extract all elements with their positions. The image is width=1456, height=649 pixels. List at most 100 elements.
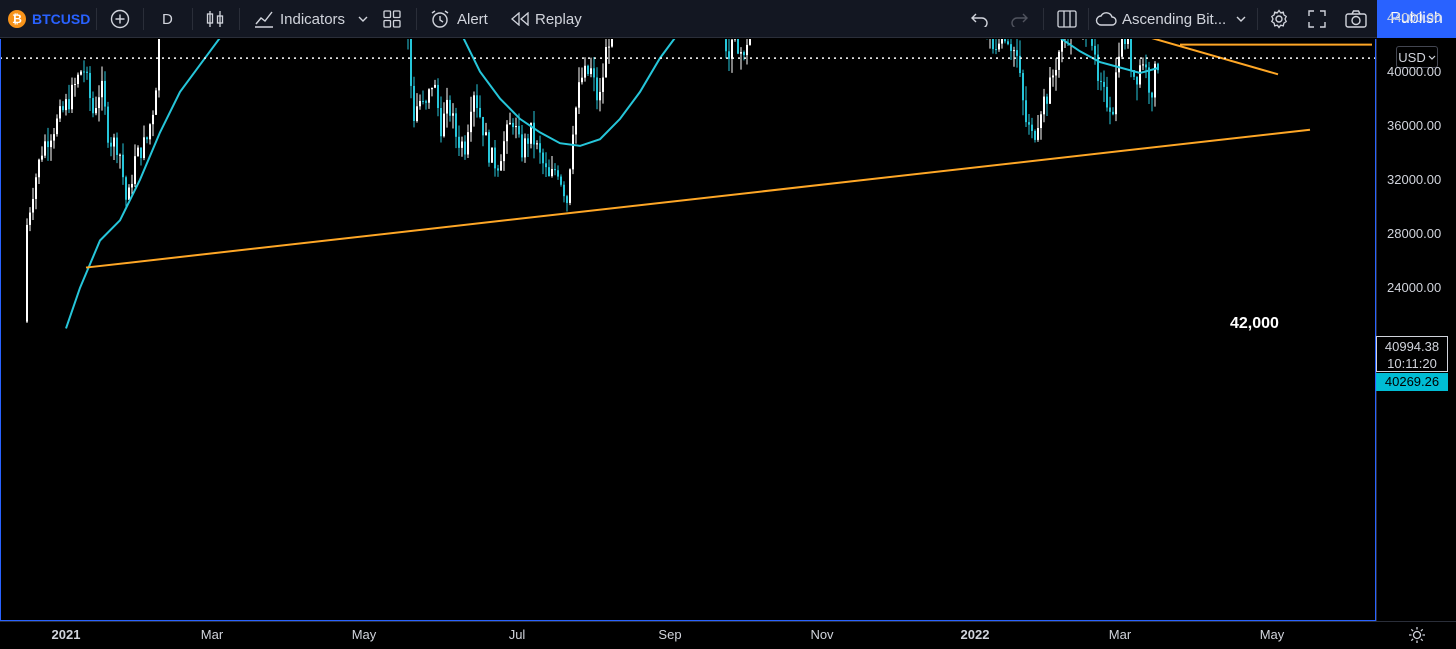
candle-body bbox=[1112, 111, 1114, 115]
candle-body bbox=[1043, 96, 1045, 115]
candle-body bbox=[116, 137, 118, 155]
candle-body bbox=[734, 39, 736, 40]
toolbar-divider bbox=[239, 8, 240, 30]
candle-body bbox=[986, 35, 988, 37]
candle-body bbox=[473, 95, 475, 112]
replay-button[interactable]: Replay bbox=[511, 0, 582, 38]
publish-button[interactable]: Publish bbox=[1377, 0, 1456, 38]
chart-pane[interactable] bbox=[0, 39, 1376, 621]
camera-icon[interactable] bbox=[1345, 0, 1367, 38]
alert-label: Alert bbox=[457, 10, 488, 28]
candle-body bbox=[1016, 50, 1018, 56]
candle-body bbox=[1121, 39, 1123, 57]
layout-columns-icon[interactable] bbox=[1057, 0, 1077, 38]
chart-plot-group bbox=[1, 0, 1375, 329]
candle-body bbox=[1091, 39, 1093, 46]
candle-body bbox=[446, 99, 448, 114]
candles-icon[interactable] bbox=[206, 0, 224, 38]
candle-body bbox=[998, 43, 1000, 50]
candle-body bbox=[989, 35, 991, 36]
bitcoin-icon: ₿ bbox=[8, 10, 26, 28]
lower-trendline bbox=[85, 128, 1311, 269]
toolbar-divider bbox=[1088, 8, 1089, 30]
candle-body bbox=[548, 167, 550, 177]
chevron-down-icon[interactable] bbox=[1235, 0, 1247, 38]
symbol-search[interactable]: ₿ BTCUSD bbox=[8, 0, 90, 38]
price-tick-label: 28000.00 bbox=[1387, 225, 1442, 241]
gear-icon[interactable] bbox=[1269, 0, 1289, 38]
candle-body bbox=[578, 82, 580, 108]
layout-name-label: Ascending Bit... bbox=[1122, 10, 1227, 28]
axis-settings-sun-icon[interactable] bbox=[1408, 626, 1426, 649]
candle-body bbox=[1037, 128, 1039, 140]
redo-icon[interactable] bbox=[1010, 0, 1028, 38]
time-tick-label: Mar bbox=[1108, 627, 1132, 642]
candle-body bbox=[416, 106, 418, 121]
candle-body bbox=[107, 106, 109, 143]
alert-button[interactable]: Alert bbox=[430, 0, 488, 38]
candle-body bbox=[98, 97, 100, 109]
candle-body bbox=[419, 100, 421, 107]
candle-body bbox=[746, 44, 748, 56]
candle-body bbox=[731, 39, 733, 59]
currency-dropdown[interactable]: USD bbox=[1396, 46, 1438, 68]
time-tick-label: Sep bbox=[658, 627, 682, 642]
candle-body bbox=[1118, 56, 1120, 73]
candle-body bbox=[524, 138, 526, 158]
candle-body bbox=[101, 80, 103, 98]
candle-body bbox=[95, 108, 97, 114]
templates-grid-icon[interactable] bbox=[383, 0, 401, 38]
candle-body bbox=[590, 68, 592, 75]
top-toolbar: ₿ BTCUSD D Indicators Alert Replay bbox=[0, 0, 1456, 38]
candle-body bbox=[509, 122, 511, 125]
price-tick-label: 36000.00 bbox=[1387, 117, 1442, 133]
candle-body bbox=[518, 125, 520, 135]
candle-body bbox=[743, 52, 745, 56]
candle-body bbox=[608, 46, 610, 48]
candle-body bbox=[575, 107, 577, 135]
time-tick-label: May bbox=[1259, 627, 1285, 642]
candle-body bbox=[431, 87, 433, 90]
bar-countdown: 10:11:20 bbox=[1387, 356, 1437, 371]
price-tick-label: 32000.00 bbox=[1387, 171, 1442, 187]
indicators-button[interactable]: Indicators bbox=[254, 0, 345, 38]
candle-body bbox=[68, 99, 70, 110]
interval-button[interactable]: D bbox=[162, 10, 173, 28]
candle-body bbox=[740, 52, 742, 54]
candle-body bbox=[56, 118, 58, 135]
time-tick-label: 2022 bbox=[960, 627, 990, 642]
candle-body bbox=[482, 116, 484, 136]
candle-body bbox=[1022, 73, 1024, 101]
layout-name-button[interactable]: Ascending Bit... bbox=[1095, 0, 1226, 38]
fullscreen-icon[interactable] bbox=[1308, 0, 1326, 38]
candle-body bbox=[1136, 76, 1138, 85]
price-tick-label: 24000.00 bbox=[1387, 279, 1442, 295]
candle-body bbox=[599, 91, 601, 101]
time-axis[interactable] bbox=[0, 621, 1456, 649]
candle-body bbox=[1079, 20, 1081, 27]
candle-body bbox=[1154, 63, 1156, 98]
last-price-label: 40994.38 10:11:20 bbox=[1376, 336, 1448, 372]
candle-body bbox=[488, 132, 490, 163]
chevron-down-icon[interactable] bbox=[357, 0, 369, 38]
symbol-label: BTCUSD bbox=[32, 11, 91, 27]
candle-body bbox=[530, 122, 532, 144]
moving-average-line bbox=[65, 39, 1159, 329]
candle-body bbox=[413, 85, 415, 121]
time-tick-label: 2021 bbox=[51, 627, 81, 642]
compare-add-icon[interactable] bbox=[110, 0, 130, 38]
candle-body bbox=[554, 168, 556, 171]
toolbar-divider bbox=[143, 8, 144, 30]
candle-body bbox=[512, 122, 514, 128]
candle-body bbox=[455, 113, 457, 137]
candle-body bbox=[752, 0, 754, 2]
candle-body bbox=[611, 39, 613, 47]
candle-body bbox=[536, 143, 538, 145]
candle-body bbox=[86, 71, 88, 73]
candle-body bbox=[479, 107, 481, 117]
candle-body bbox=[737, 39, 739, 54]
undo-icon[interactable] bbox=[971, 0, 989, 38]
price-axis[interactable] bbox=[1376, 39, 1456, 621]
time-tick-label: Jul bbox=[508, 627, 526, 642]
